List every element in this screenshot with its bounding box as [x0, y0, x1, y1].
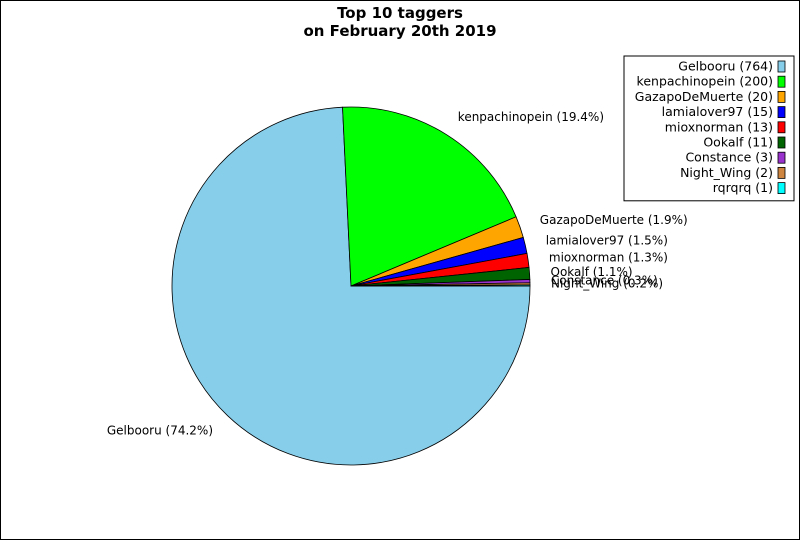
legend-swatch-mioxnorman	[777, 121, 786, 134]
chart-title-line-1: Top 10 taggers	[337, 4, 463, 22]
chart-legend: Gelbooru (764)kenpachinopein (200)Gazapo…	[623, 55, 795, 202]
slice-label-night-wing: Night_Wing (0.2%)	[551, 277, 663, 291]
legend-swatch-night-wing	[777, 166, 786, 179]
legend-label-mioxnorman: mioxnorman (13)	[665, 119, 773, 134]
legend-swatch-ookalf	[777, 136, 786, 149]
chart-title-line-2: on February 20th 2019	[303, 22, 496, 40]
legend-swatch-gelbooru	[777, 60, 786, 73]
pie-slices	[171, 106, 531, 466]
legend-label-lamialover97: lamialover97 (15)	[662, 104, 773, 119]
pie-slice-kenpachinopein	[342, 106, 517, 287]
slice-label-mioxnorman: mioxnorman (1.3%)	[549, 250, 668, 264]
pie-slice-labels: Gelbooru (74.2%) kenpachinopein (19.4%) Ga…	[107, 110, 688, 438]
legend-label-rqrqrq: rqrqrq (1)	[713, 180, 773, 195]
slice-label-lamialover97: lamialover97 (1.5%)	[546, 234, 668, 248]
legend-label-gazapodemuerte: GazapoDeMuerte (20)	[635, 89, 773, 104]
legend-label-night-wing: Night_Wing (2)	[680, 165, 773, 180]
legend-swatch-constance	[777, 151, 786, 164]
legend-swatch-rqrqrq	[777, 182, 786, 195]
slice-label-constance: Constance (0.3%)	[551, 274, 658, 288]
legend-frame	[623, 55, 795, 202]
slice-label-ookalf: Ookalf (1.1%)	[551, 265, 633, 279]
legend-swatch-lamialover97	[777, 106, 786, 118]
legend-label-ookalf: Ookalf (11)	[703, 135, 773, 150]
slice-label-gelbooru: Gelbooru (74.2%)	[107, 424, 213, 438]
pie-slice-rqrqrq	[350, 284, 531, 287]
legend-label-kenpachinopein: kenpachinopein (200)	[637, 74, 773, 89]
legend-swatch-kenpachinopein	[777, 75, 786, 88]
legend-label-constance: Constance (3)	[685, 150, 773, 165]
slice-label-gazapodemuerte: GazapoDeMuerte (1.9%)	[540, 213, 688, 227]
legend-label-gelbooru: Gelbooru (764)	[678, 59, 773, 74]
legend-swatch-gazapodemuerte	[777, 91, 786, 103]
slice-label-kenpachinopein: kenpachinopein (19.4%)	[458, 110, 604, 124]
